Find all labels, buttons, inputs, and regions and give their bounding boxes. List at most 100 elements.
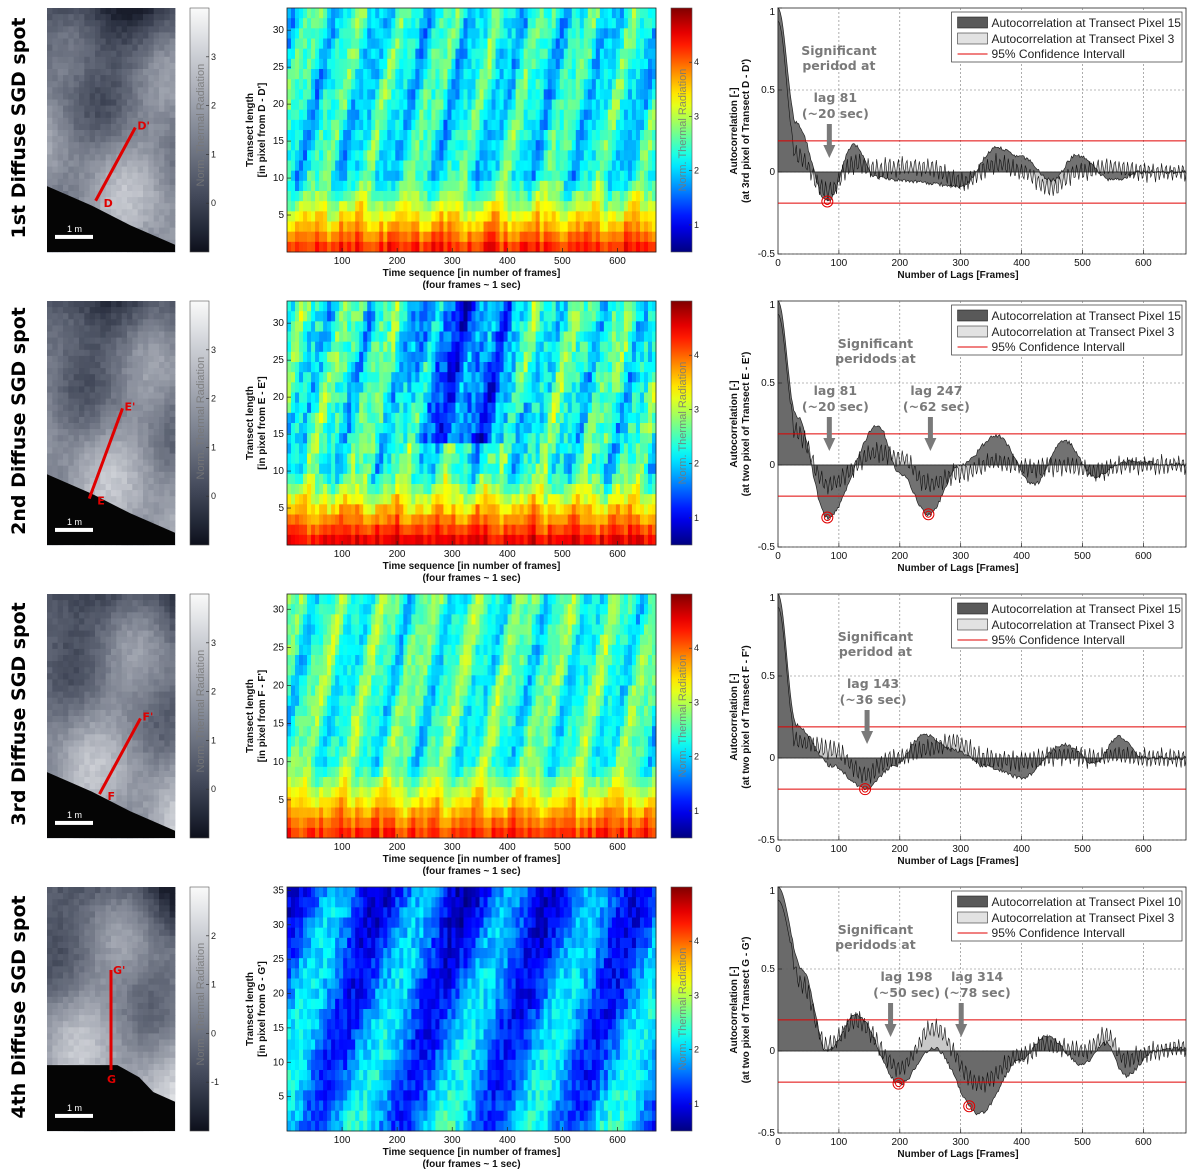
heatmap-cell xyxy=(395,18,400,29)
heatmap-cell xyxy=(487,109,492,121)
heatmap-cell xyxy=(591,99,597,111)
heatmap-cell xyxy=(483,241,488,253)
heatmap-cell xyxy=(347,473,352,485)
map-pixel xyxy=(153,313,160,320)
map-pixel xyxy=(105,14,112,21)
map-pixel xyxy=(79,343,85,351)
heatmap-cell xyxy=(651,130,657,141)
map-pixel xyxy=(63,99,69,106)
heatmap-cell xyxy=(315,484,320,495)
heatmap-cell xyxy=(611,38,617,50)
map-pixel xyxy=(169,355,176,363)
map-pixel xyxy=(137,38,144,45)
map-pixel xyxy=(153,227,160,235)
heatmap-cell xyxy=(291,130,296,141)
map-pixel xyxy=(121,172,128,180)
heatmap-cell xyxy=(387,150,392,161)
heatmap-cell xyxy=(539,89,545,100)
heatmap-cell xyxy=(375,221,380,233)
heatmap-cell xyxy=(555,221,561,233)
lag-arrow-head xyxy=(823,145,836,158)
map-pixel xyxy=(153,191,160,198)
map-pixel xyxy=(52,81,59,88)
map-pixel xyxy=(143,325,149,332)
heatmap-cell xyxy=(343,494,348,505)
map-pixel xyxy=(137,81,144,88)
map-pixel xyxy=(79,148,85,155)
map-pixel xyxy=(79,307,85,314)
map-pixel xyxy=(143,416,149,424)
map-pixel xyxy=(153,386,160,393)
map-pixel xyxy=(164,178,171,186)
map-pixel xyxy=(116,50,123,58)
heatmap-cell xyxy=(499,130,504,141)
map-pixel xyxy=(57,136,64,143)
heatmap-cell xyxy=(423,18,428,29)
heatmap-cell xyxy=(359,514,364,526)
heatmap-cell xyxy=(327,382,332,393)
heatmap-cell xyxy=(619,221,625,233)
heatmap-cell xyxy=(291,231,296,243)
heatmap-cell xyxy=(459,99,464,111)
heatmap-cell xyxy=(579,170,585,182)
heatmap-cell xyxy=(463,89,468,100)
map-pixel xyxy=(63,93,69,100)
heatmap-cell xyxy=(391,191,396,202)
heatmap-cell xyxy=(587,89,593,100)
map-pixel xyxy=(153,435,160,442)
map-pixel xyxy=(105,386,112,393)
heatmap-cell xyxy=(315,351,320,363)
heatmap-cell xyxy=(319,382,324,393)
heatmap-cell xyxy=(379,494,384,505)
heatmap-cell xyxy=(367,453,372,465)
heatmap-cell xyxy=(315,372,320,383)
heatmap-cell xyxy=(315,28,320,39)
heatmap-cell xyxy=(539,191,545,202)
map-pixel xyxy=(159,99,165,106)
heatmap-cell xyxy=(639,191,645,202)
heatmap-cell xyxy=(399,351,404,363)
map-pixel xyxy=(148,191,155,198)
heatmap-cell xyxy=(443,18,448,29)
heatmap-cell xyxy=(395,170,400,182)
heatmap-cell xyxy=(591,201,597,212)
heatmap-cell xyxy=(571,58,577,70)
heatmap-cell xyxy=(355,58,360,70)
heatmap-cell xyxy=(387,160,392,172)
map-pixel xyxy=(137,368,144,375)
map-pixel xyxy=(100,148,107,155)
map-pixel xyxy=(68,343,75,351)
map-pixel xyxy=(73,117,80,125)
heatmap-cell xyxy=(351,463,356,475)
heatmap-cell xyxy=(575,38,581,50)
map-pixel xyxy=(47,93,53,100)
map-pixel xyxy=(132,453,139,460)
heatmap-cell xyxy=(295,453,300,465)
heatmap-cell xyxy=(587,201,593,212)
map-pixel xyxy=(47,99,53,106)
map-pixel xyxy=(84,26,91,33)
map-pixel xyxy=(89,441,96,448)
heatmap-cell xyxy=(291,321,296,332)
heatmap-cell xyxy=(579,211,585,222)
map-pixel xyxy=(105,75,112,82)
heatmap-cell xyxy=(591,191,597,202)
map-pixel xyxy=(63,392,69,399)
heatmap-cell xyxy=(531,109,537,121)
map-pixel xyxy=(95,374,101,381)
heatmap-cell xyxy=(355,48,360,60)
heatmap-cell xyxy=(563,130,569,141)
heatmap-cell xyxy=(619,201,625,212)
heatmap-cell xyxy=(315,191,320,202)
heatmap-cell xyxy=(359,301,364,312)
map-pixel xyxy=(143,343,149,351)
heatmap-cell xyxy=(403,211,408,222)
heatmap-cell xyxy=(343,119,348,131)
heatmap-cell xyxy=(399,130,404,141)
heatmap-cell xyxy=(375,231,380,243)
heatmap-cell xyxy=(471,241,476,253)
map-pixel xyxy=(79,477,85,485)
map-pixel xyxy=(79,429,85,436)
heatmap-cell xyxy=(339,351,344,363)
heatmap-cell xyxy=(535,160,541,172)
